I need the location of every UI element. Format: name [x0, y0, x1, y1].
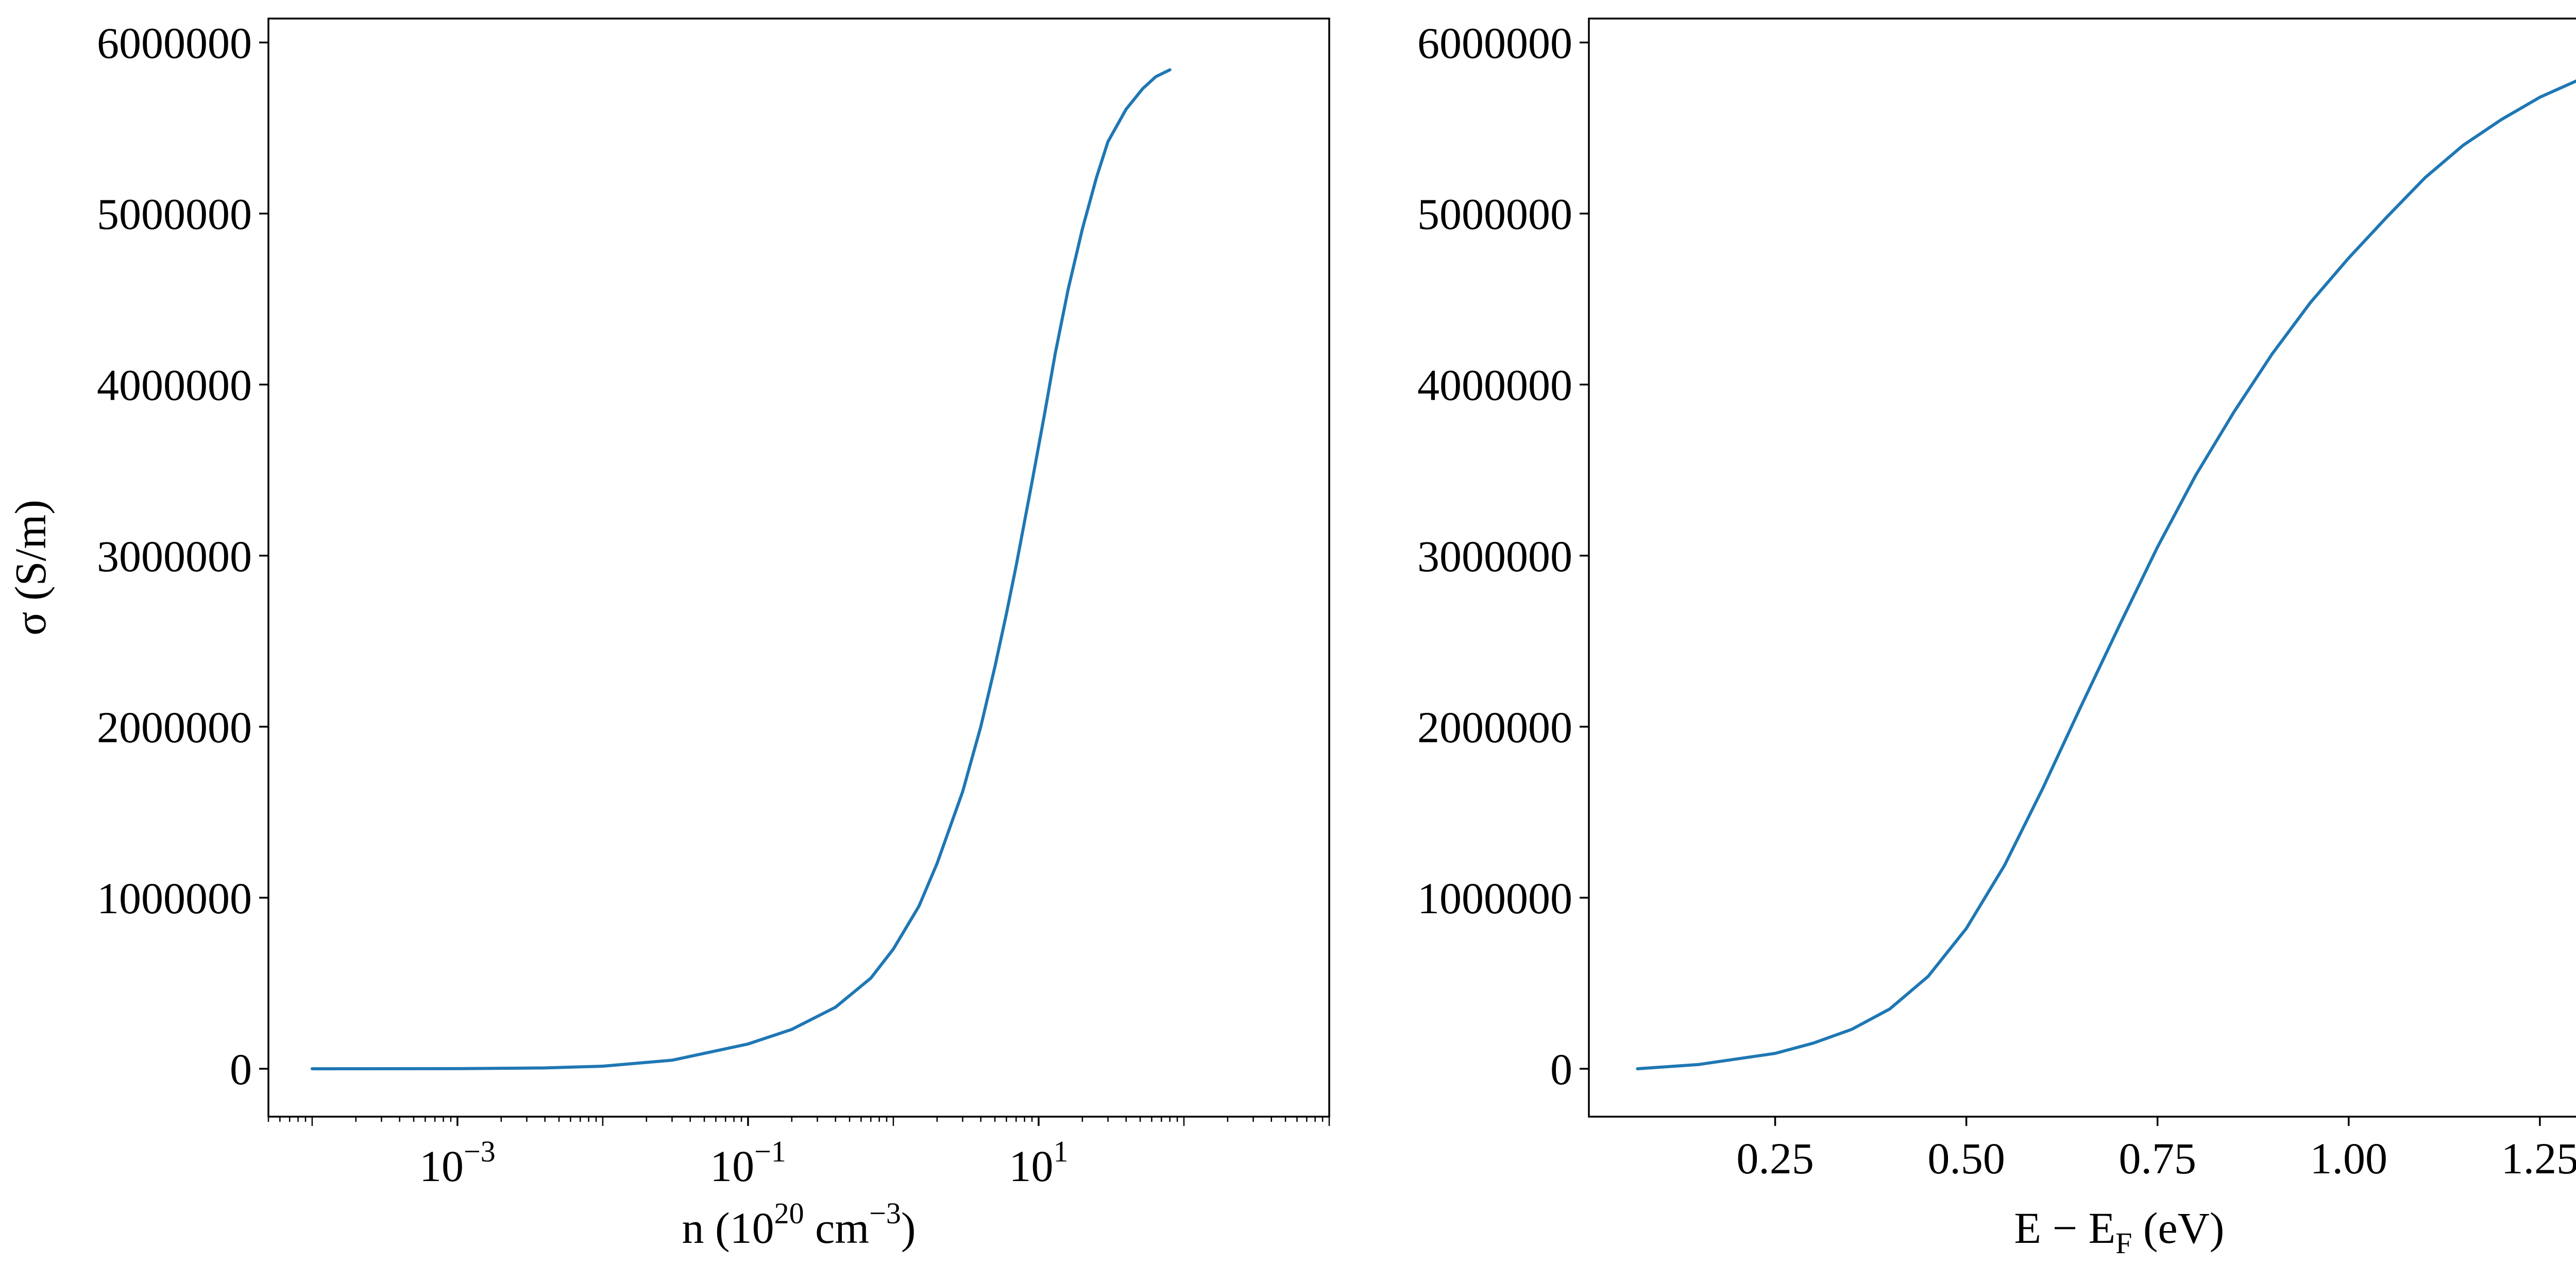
x-axis-title: n (1020 cm−3) — [682, 1196, 916, 1253]
plot-frame — [267, 18, 1330, 1118]
y-tick-label: 3000000 — [1417, 532, 1572, 581]
y-tick-label: 6000000 — [1417, 18, 1572, 67]
y-tick-label: 5000000 — [97, 190, 252, 239]
y-tick-label: 4000000 — [1417, 361, 1572, 410]
right-panel: 0 1000000 2000000 3000000 4000000 5000000 6000… — [1417, 18, 2576, 1260]
series-line-0 — [310, 68, 1172, 1070]
x-tick-label: 101 — [1009, 1135, 1068, 1191]
series-line-0 — [1636, 79, 2576, 1070]
left-panel: 0 1000000 2000000 3000000 4000000 5000000 6000… — [6, 18, 1330, 1253]
x-tick-label: 10−3 — [419, 1135, 496, 1191]
y-tick-label: 5000000 — [1417, 190, 1572, 239]
y-tick-label: 1000000 — [97, 874, 252, 923]
y-tick-label: 0 — [1550, 1045, 1572, 1094]
x-axis-title: E − EF (eV) — [2014, 1203, 2225, 1260]
y-tick-label: 0 — [230, 1045, 252, 1094]
y-tick-label: 3000000 — [97, 532, 252, 581]
x-tick-label: 0.75 — [2119, 1134, 2196, 1183]
plot-frame — [1588, 18, 2576, 1118]
x-tick-label: 10−1 — [710, 1135, 786, 1191]
y-tick-label: 2000000 — [97, 703, 252, 752]
y-tick-label: 2000000 — [1417, 703, 1572, 752]
y-tick-label: 1000000 — [1417, 874, 1572, 923]
x-tick-label: 1.25 — [2501, 1134, 2576, 1183]
x-tick-label: 0.25 — [1736, 1134, 1814, 1183]
y-tick-label: 6000000 — [97, 18, 252, 67]
x-tick-label: 1.00 — [2310, 1134, 2388, 1183]
y-tick-label: 4000000 — [97, 361, 252, 410]
x-tick-label: 0.50 — [1927, 1134, 2005, 1183]
y-axis-title: σ (S/m) — [6, 500, 55, 636]
